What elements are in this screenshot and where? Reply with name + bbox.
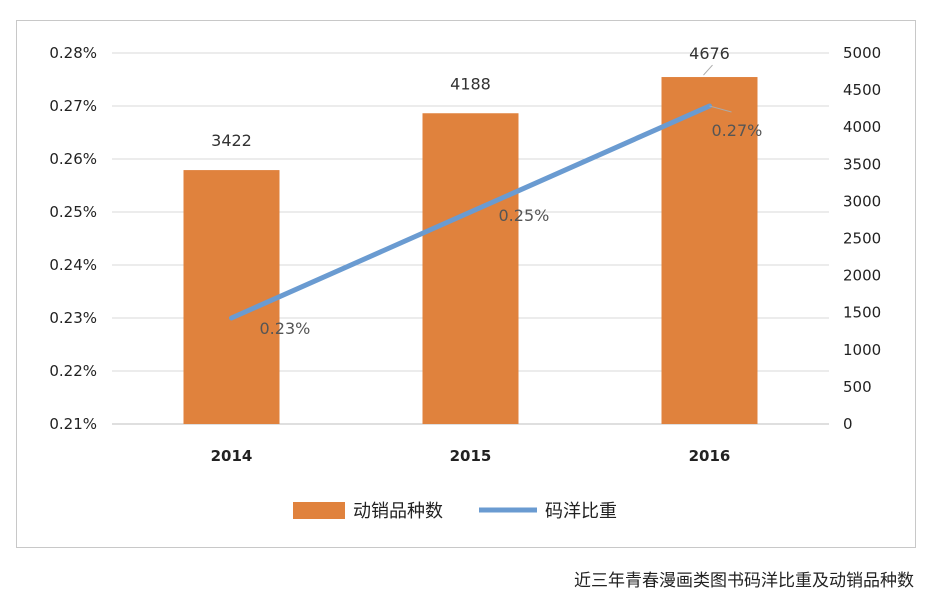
bar [183,170,280,424]
x-tick-label: 2016 [689,447,731,465]
label-leader-line [709,105,732,113]
y-left-tick-label: 0.26% [49,150,97,168]
line-data-label: 0.23% [260,319,311,338]
legend-swatch-bar [293,502,345,519]
line-series [229,103,712,321]
legend-label: 动销品种数 [353,501,443,522]
y-right-tick-label: 1500 [843,304,881,322]
label-leader-line [703,64,713,76]
bar [422,113,519,424]
y-left-tick-label: 0.23% [49,309,97,327]
y-left-tick-label: 0.24% [49,256,97,274]
x-tick-label: 2014 [211,447,253,465]
y-right-tick-label: 5000 [843,44,881,62]
bar-data-label: 3422 [211,131,252,150]
line-data-label: 0.25% [499,206,550,225]
y-left-tick-label: 0.25% [49,203,97,221]
legend-label: 码洋比重 [545,501,617,522]
y-right-tick-label: 2500 [843,230,881,248]
bar-data-label: 4188 [450,74,491,93]
y-left-tick-label: 0.27% [49,97,97,115]
y-left-tick-label: 0.22% [49,362,97,380]
y-right-tick-label: 500 [843,378,872,396]
y-right-tick-label: 3000 [843,192,881,210]
bar [661,77,758,424]
line-data-label: 0.27% [712,121,763,140]
y-right-tick-label: 1000 [843,341,881,359]
y-right-tick-label: 4000 [843,118,881,136]
y-left-tick-label: 0.28% [49,44,97,62]
chart-caption: 近三年青春漫画类图书码洋比重及动销品种数 [574,571,914,591]
y-right-tick-label: 2000 [843,267,881,285]
y-left-tick-label: 0.21% [49,415,97,433]
bar-data-label: 4676 [689,44,730,63]
x-tick-label: 2015 [450,447,492,465]
y-right-tick-label: 3500 [843,155,881,173]
combo-chart: 0.28% 0.27% 0.26% 0.25% 0.24% 0.23% 0.22% 0.21%… [49,44,881,522]
chart-frame: 0.28% 0.27% 0.26% 0.25% 0.24% 0.23% 0.22% 0.21%… [16,20,916,548]
y-right-tick-label: 4500 [843,81,881,99]
y-right-tick-label: 0 [843,415,853,433]
